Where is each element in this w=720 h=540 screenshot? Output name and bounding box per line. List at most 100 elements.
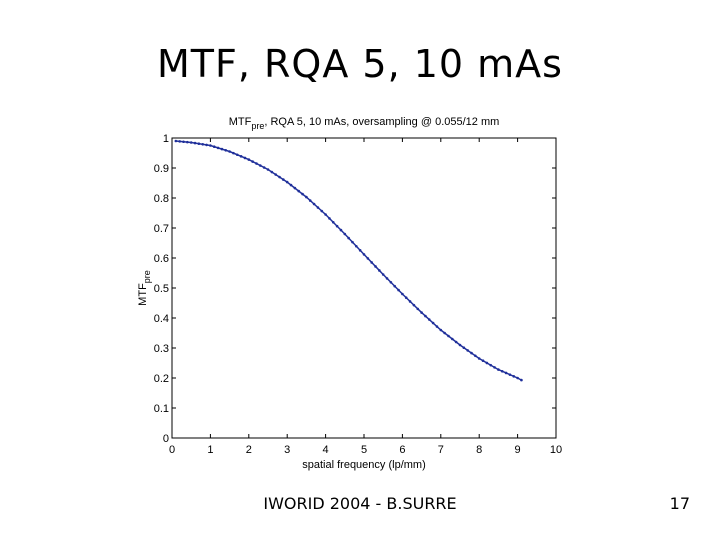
data-point-marker: [481, 359, 485, 363]
slide-title: MTF, RQA 5, 10 mAs: [157, 42, 563, 86]
data-point-marker: [504, 371, 508, 375]
data-point-marker: [320, 209, 324, 213]
data-point-marker: [312, 202, 316, 206]
data-point-marker: [205, 143, 208, 147]
y-tick-label: 0.5: [154, 283, 169, 295]
data-point-marker: [182, 140, 185, 144]
data-point-marker: [347, 236, 350, 240]
data-point-marker: [289, 183, 293, 187]
data-point-marker: [197, 142, 201, 145]
data-point-marker: [232, 151, 235, 155]
data-point-marker: [262, 166, 266, 169]
x-tick-label: 4: [323, 444, 329, 456]
data-point-marker: [366, 257, 370, 260]
data-point-marker: [189, 141, 193, 144]
data-point-marker: [328, 217, 331, 220]
series-points: [174, 139, 523, 382]
data-point-marker: [500, 369, 504, 373]
data-point-marker: [393, 284, 397, 288]
data-point-marker: [274, 173, 277, 176]
data-point-marker: [358, 249, 362, 252]
axis-ticks: 0 1 2 3 4 5 6 7 8 9 10 0 0.1 0.2 0.3 0.4 0.5 0.6 0.7 0.8 0.9…: [154, 133, 562, 456]
data-point-marker: [385, 277, 389, 280]
data-point-marker: [243, 156, 247, 160]
data-point-marker: [278, 175, 281, 179]
data-point-marker: [186, 140, 189, 144]
data-point-marker: [416, 307, 420, 311]
page-number: 17: [669, 494, 690, 513]
data-point-marker: [427, 318, 431, 321]
data-point-marker: [362, 253, 366, 256]
data-point-marker: [305, 195, 308, 199]
data-point-marker: [339, 228, 343, 232]
data-point-marker: [493, 366, 496, 369]
data-point-marker: [224, 149, 228, 152]
data-point-marker: [408, 300, 412, 303]
y-axis-label-main: MTF: [137, 283, 149, 306]
chart-title-rest: , RQA 5, 10 mAs, oversampling @ 0.055/12…: [264, 116, 499, 128]
data-point-marker: [470, 351, 473, 355]
x-tick-label: 6: [399, 444, 405, 456]
data-point-marker: [451, 337, 454, 341]
data-point-marker: [512, 375, 516, 378]
data-point-marker: [216, 146, 220, 150]
data-point-marker: [447, 334, 450, 338]
data-point-marker: [466, 349, 469, 352]
data-point-marker: [343, 232, 347, 236]
data-point-marker: [297, 189, 301, 193]
y-tick-label: 0.8: [154, 193, 169, 205]
data-point-marker: [331, 221, 335, 224]
data-point-marker: [228, 150, 231, 153]
y-tick-label: 0.1: [154, 403, 169, 415]
data-point-marker: [220, 147, 224, 151]
data-point-marker: [424, 314, 427, 318]
y-axis-label-subscript: pre: [142, 270, 152, 283]
data-point-marker: [355, 244, 358, 248]
data-point-marker: [381, 273, 385, 276]
data-point-marker: [401, 292, 404, 296]
data-point-marker: [293, 186, 297, 190]
chart-title-subscript: pre: [251, 121, 264, 131]
data-point-marker: [251, 160, 254, 163]
data-point-marker: [443, 331, 446, 335]
data-point-marker: [485, 361, 489, 365]
x-tick-label: 2: [246, 444, 252, 456]
data-point-marker: [270, 170, 274, 174]
y-tick-label: 0.2: [154, 373, 169, 385]
data-point-marker: [201, 143, 205, 146]
data-point-marker: [378, 269, 381, 272]
x-tick-label: 5: [361, 444, 367, 456]
data-point-marker: [193, 141, 197, 145]
data-point-marker: [282, 178, 285, 181]
chart-title: MTFpre, RQA 5, 10 mAs, oversampling @ 0.…: [229, 116, 500, 131]
x-tick-label: 0: [169, 444, 175, 456]
y-tick-label: 0.7: [154, 223, 169, 235]
data-point-marker: [235, 153, 239, 157]
y-tick-label: 0: [163, 433, 169, 445]
data-point-marker: [266, 168, 270, 171]
data-point-marker: [239, 155, 243, 158]
x-tick-label: 1: [207, 444, 213, 456]
x-tick-label: 3: [284, 444, 290, 456]
y-axis-label: MTFpre: [137, 270, 152, 306]
data-point-marker: [497, 368, 500, 371]
data-point-marker: [474, 354, 477, 358]
data-point-marker: [247, 158, 251, 161]
data-point-marker: [374, 265, 377, 268]
x-tick-label: 7: [438, 444, 444, 456]
chart-title-main: MTF: [229, 116, 252, 128]
data-point-marker: [308, 199, 312, 202]
x-tick-label: 10: [550, 444, 562, 456]
data-point-marker: [301, 192, 304, 196]
data-point-marker: [431, 321, 435, 325]
data-point-marker: [351, 240, 354, 244]
data-point-marker: [316, 206, 320, 209]
data-point-marker: [285, 180, 289, 184]
data-point-marker: [435, 325, 439, 328]
data-point-marker: [404, 296, 408, 300]
data-point-marker: [335, 224, 339, 228]
data-point-marker: [324, 213, 327, 216]
data-point-marker: [420, 311, 423, 314]
data-point-marker: [489, 363, 493, 367]
y-tick-label: 1: [163, 133, 169, 145]
